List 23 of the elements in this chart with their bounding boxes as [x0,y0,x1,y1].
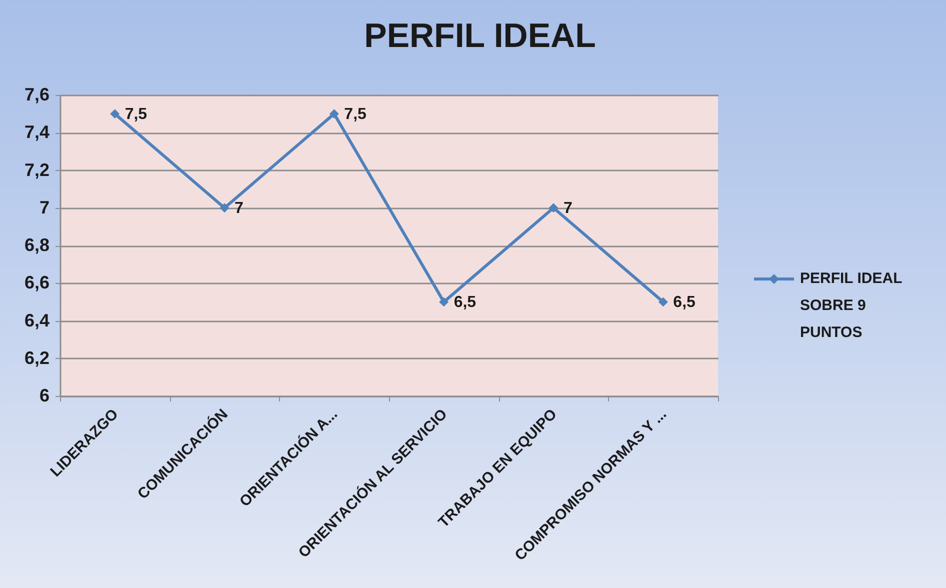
y-tick-label: 6,8 [24,235,50,255]
data-label: 7 [234,200,244,217]
y-tick-label: 7,2 [24,160,50,180]
point [439,297,449,307]
point [220,203,230,213]
y-tick-label: 7,4 [24,122,50,142]
y-tick-label: 6,2 [24,348,50,368]
data-label: 7,5 [124,106,148,123]
y-tick-label: 7,6 [24,84,50,104]
chart-title: PERFIL IDEAL [364,17,596,55]
y-tick-label: 6,6 [24,272,50,293]
y-tick-label: 6,4 [24,310,50,330]
point [548,203,558,213]
point [329,109,339,119]
data-label: 7 [564,200,572,217]
data-label: 6,5 [454,294,476,311]
data-label: 7,5 [344,106,367,123]
point [658,297,668,307]
legend-label: PERFIL IDEAL SOBRE 9 PUNTOS [800,270,902,341]
point [110,109,120,119]
data-label: 6,5 [673,294,696,311]
y-tick-label: 6 [39,386,50,406]
y-tick-label: 7 [39,197,50,218]
